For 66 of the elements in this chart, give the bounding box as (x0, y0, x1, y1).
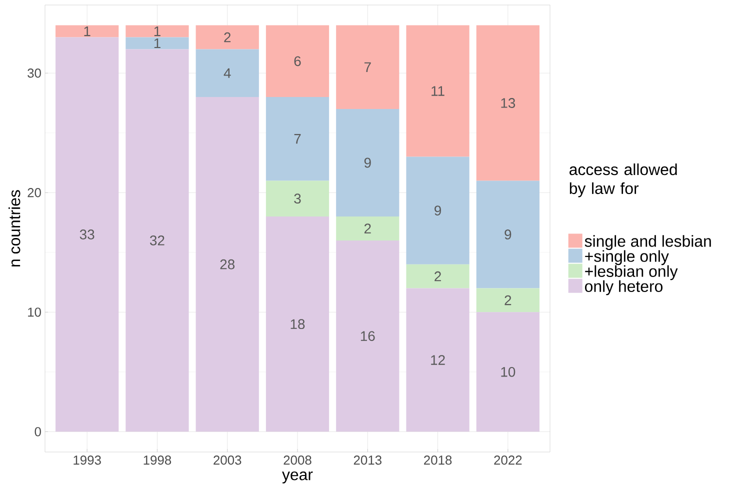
data-label: 2 (434, 271, 441, 282)
y-axis-title: n countries (8, 190, 20, 266)
bar (266, 180, 330, 217)
data-label: 13 (501, 98, 516, 108)
bar (476, 288, 540, 312)
x-axis-title: year (282, 472, 313, 484)
y-tick-label: 30 (28, 68, 41, 78)
data-label: 28 (220, 259, 235, 270)
data-label: 2 (504, 295, 512, 306)
data-label: 10 (501, 366, 516, 377)
bar (406, 25, 470, 157)
data-label: 12 (431, 355, 445, 365)
bar (196, 25, 259, 50)
data-label: 1 (154, 26, 160, 36)
legend-label: +single only (585, 250, 669, 266)
data-label: 7 (294, 134, 301, 144)
data-label: 2 (364, 224, 371, 234)
x-tick-label: 2008 (284, 456, 312, 465)
data-label: 9 (434, 206, 441, 216)
bar (336, 216, 400, 240)
bar (476, 180, 540, 288)
x-tick-label: 1998 (144, 456, 172, 465)
data-label: 1 (84, 26, 90, 36)
bar (406, 264, 470, 288)
bar (476, 25, 540, 181)
bar (266, 216, 330, 432)
bar (266, 97, 330, 181)
legend-label: single and lesbian (584, 235, 711, 250)
bar (336, 108, 400, 217)
y-tick-label: 20 (28, 188, 41, 198)
data-label: 1 (154, 38, 160, 48)
data-label: 3 (294, 194, 301, 204)
x-tick-label: 2022 (494, 456, 522, 465)
legend-title: access allowed by law for (570, 163, 677, 198)
bar (126, 49, 189, 432)
bar (406, 288, 470, 432)
legend-label: only hetero (585, 280, 662, 296)
data-label: 33 (80, 230, 94, 240)
data-label: 16 (360, 331, 375, 342)
data-label: 4 (224, 68, 231, 78)
bar (56, 37, 119, 432)
x-tick-label: 2013 (354, 456, 382, 465)
bar (126, 25, 189, 38)
bar (126, 37, 189, 50)
legend-label: +lesbian only (585, 265, 678, 280)
data-label: 11 (432, 86, 444, 96)
bar (196, 49, 259, 98)
bar (406, 156, 470, 264)
data-label: 2 (224, 32, 231, 42)
data-label: 9 (504, 230, 512, 240)
bar (336, 240, 400, 432)
x-tick-label: 2003 (214, 456, 242, 465)
x-tick-label: 2018 (424, 456, 452, 465)
data-label: 18 (290, 319, 305, 330)
bar (56, 25, 119, 38)
bar (476, 312, 540, 432)
bar (266, 25, 330, 98)
y-tick-label: 0 (34, 427, 41, 436)
x-tick-label: 1993 (74, 456, 101, 465)
data-label: 7 (364, 62, 371, 72)
data-label: 6 (294, 56, 301, 66)
data-label: 9 (364, 158, 371, 168)
y-tick-label: 10 (28, 308, 41, 317)
bar (336, 25, 400, 109)
data-label: 32 (150, 236, 164, 246)
bar (196, 97, 259, 432)
